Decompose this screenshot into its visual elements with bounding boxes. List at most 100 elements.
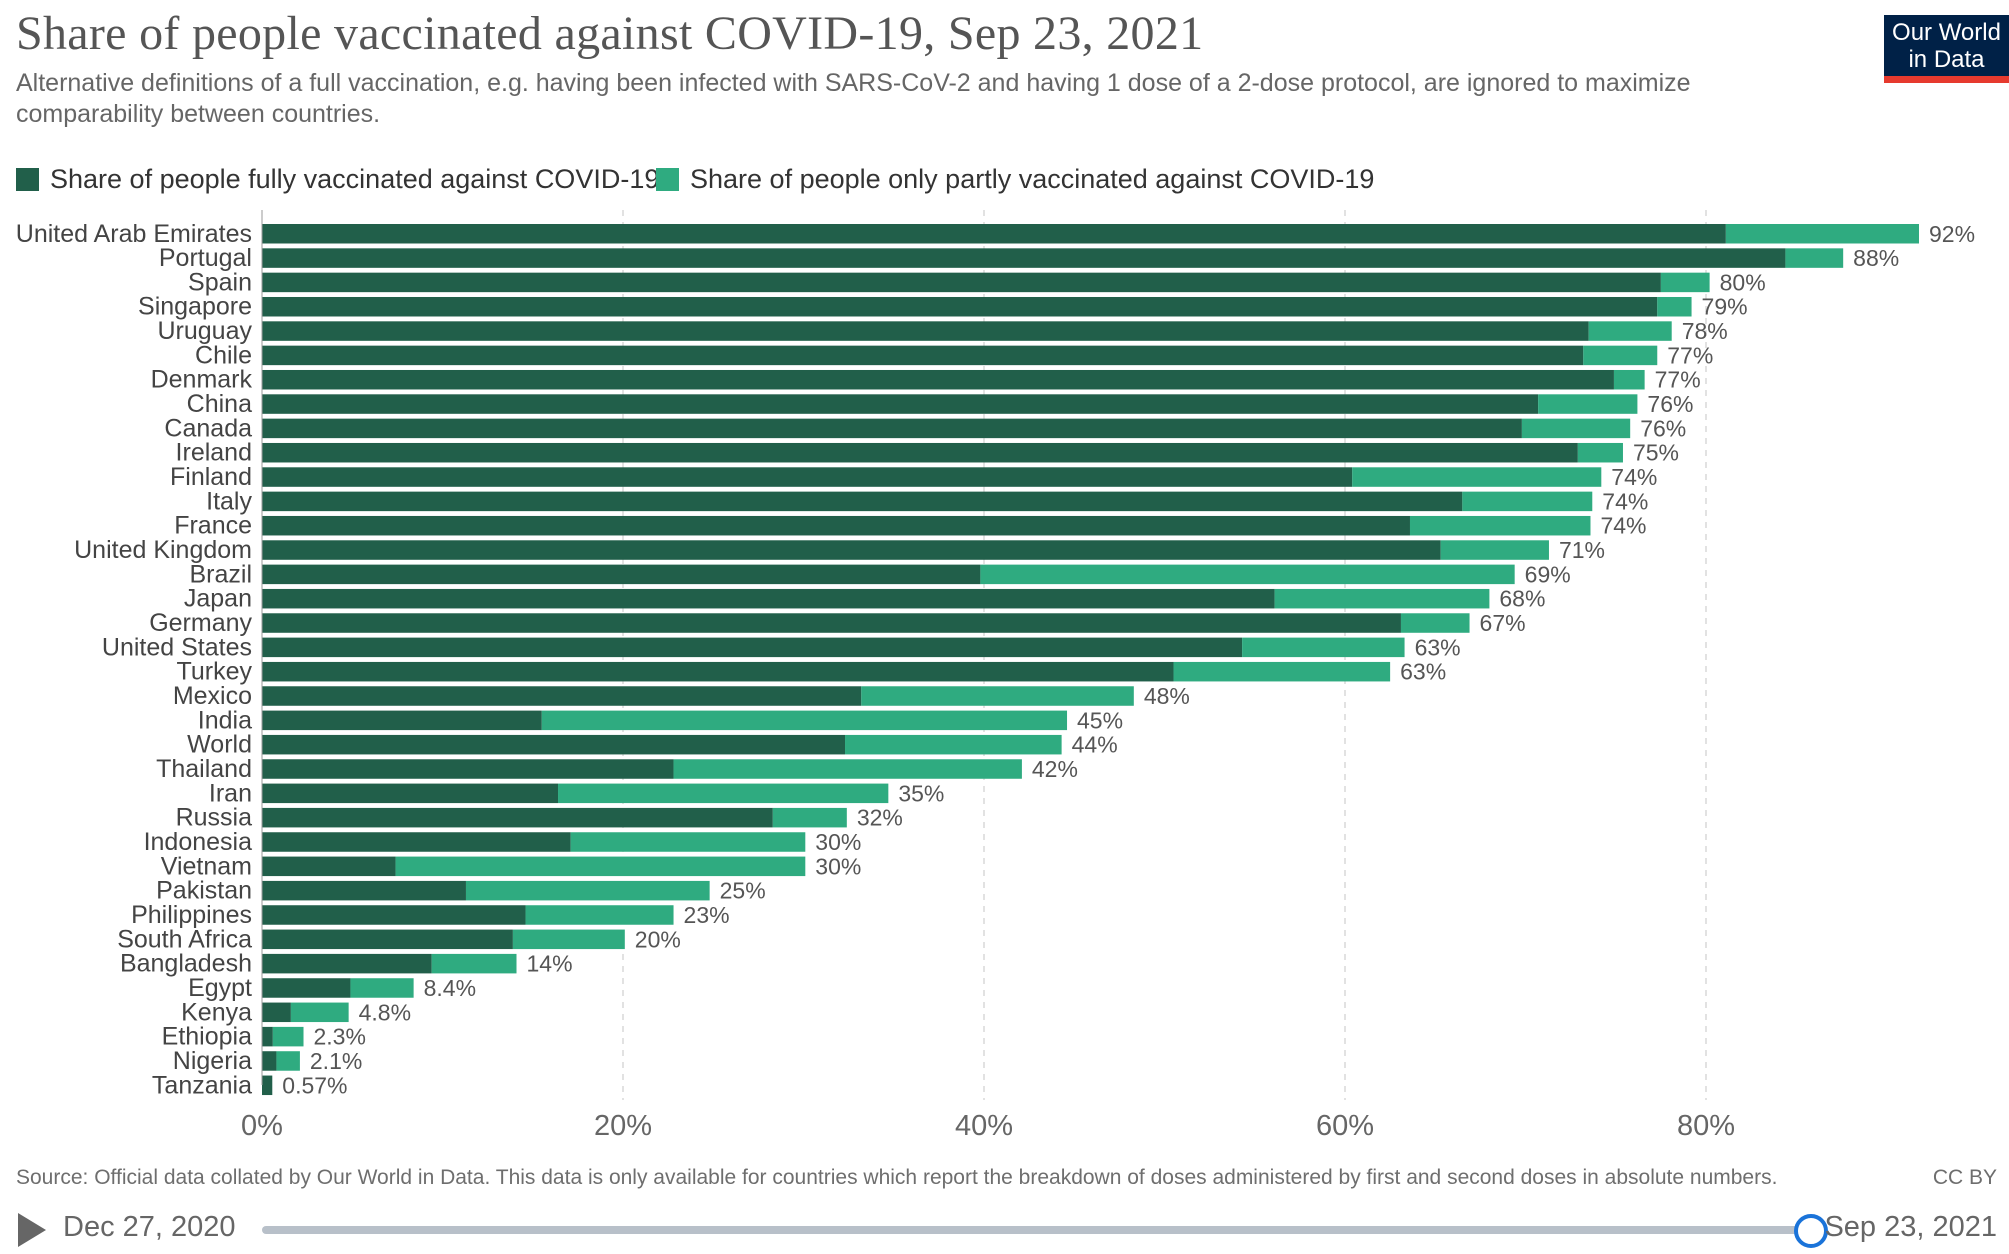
bar-fully-vaccinated: [262, 905, 526, 925]
legend-label-partial: Share of people only partly vaccinated a…: [690, 164, 1375, 194]
data-label: 67%: [1480, 610, 1526, 636]
bar-partly-vaccinated: [1538, 394, 1638, 414]
bar-fully-vaccinated: [262, 710, 542, 731]
category-label: Mexico: [173, 682, 252, 710]
data-label: 8.4%: [424, 975, 476, 1001]
bar-fully-vaccinated: [262, 613, 1401, 633]
timeline-handle[interactable]: [1794, 1214, 1828, 1248]
data-label: 74%: [1600, 513, 1646, 539]
bar-partly-vaccinated: [276, 1051, 300, 1071]
play-icon[interactable]: [18, 1213, 46, 1247]
category-label: United Arab Emirates: [16, 220, 252, 248]
data-label: 35%: [898, 780, 944, 806]
legend-swatch-full: [16, 168, 39, 191]
bar-fully-vaccinated: [262, 296, 1658, 317]
bar-fully-vaccinated: [262, 588, 1275, 609]
bar-fully-vaccinated: [262, 759, 674, 779]
bar-partly-vaccinated: [1242, 637, 1405, 658]
bar-partly-vaccinated: [1173, 661, 1391, 682]
category-label: France: [174, 512, 252, 540]
x-tick-label: 0%: [241, 1110, 283, 1142]
bar-fully-vaccinated: [262, 686, 862, 706]
category-label: Japan: [184, 585, 252, 613]
bar-fully-vaccinated: [262, 637, 1243, 658]
owid-logo[interactable]: Our World in Data: [1884, 15, 2009, 83]
bar-fully-vaccinated: [262, 272, 1661, 293]
bar-fully-vaccinated: [262, 1075, 273, 1096]
bar-fully-vaccinated: [262, 540, 1441, 560]
bar-partly-vaccinated: [1660, 272, 1710, 293]
data-label: 30%: [815, 853, 861, 879]
category-label: Brazil: [189, 560, 252, 588]
bar-partly-vaccinated: [465, 880, 710, 901]
category-label: India: [198, 706, 252, 734]
category-label: Uruguay: [158, 317, 253, 345]
bar-fully-vaccinated: [262, 661, 1174, 682]
category-label: Tanzania: [152, 1071, 252, 1099]
bar-partly-vaccinated: [772, 807, 847, 828]
category-label: Finland: [170, 463, 252, 491]
bar-partly-vaccinated: [350, 978, 414, 998]
legend-item-partial[interactable]: Share of people only partly vaccinated a…: [656, 164, 1374, 195]
category-label: Egypt: [188, 974, 252, 1002]
category-label: South Africa: [117, 925, 252, 953]
bar-fully-vaccinated: [262, 953, 432, 974]
bar-partly-vaccinated: [1440, 540, 1549, 560]
category-label: Russia: [176, 804, 253, 832]
category-label: Vietnam: [161, 852, 252, 880]
bar-fully-vaccinated: [262, 783, 559, 804]
logo-accent-bar: [1884, 76, 2009, 83]
timeline-start-date: Dec 27, 2020: [63, 1211, 236, 1243]
bar-partly-vaccinated: [290, 1002, 349, 1023]
data-label: 63%: [1415, 634, 1461, 660]
bar-partly-vaccinated: [1613, 369, 1645, 390]
data-label: 78%: [1682, 318, 1728, 344]
logo-line-1: Our World: [1892, 19, 2001, 46]
category-label: Denmark: [151, 366, 253, 394]
data-label: 2.1%: [310, 1048, 362, 1074]
data-label: 25%: [720, 878, 766, 904]
bar-fully-vaccinated: [262, 832, 571, 852]
bar-fully-vaccinated: [262, 394, 1539, 414]
category-label: World: [187, 731, 252, 759]
bar-fully-vaccinated: [262, 1051, 277, 1071]
bar-fully-vaccinated: [262, 856, 396, 877]
x-tick-label: 40%: [955, 1110, 1013, 1142]
category-label: United States: [102, 633, 252, 661]
license-link[interactable]: CC BY: [1932, 1166, 1997, 1189]
bar-partly-vaccinated: [1725, 224, 1919, 244]
data-label: 30%: [815, 829, 861, 855]
category-label: Thailand: [156, 755, 252, 783]
bar-fully-vaccinated: [262, 807, 773, 828]
category-label: China: [187, 390, 252, 418]
category-label: Singapore: [138, 293, 252, 321]
category-label: Portugal: [159, 244, 252, 272]
bar-partly-vaccinated: [272, 1026, 304, 1047]
bar-fully-vaccinated: [262, 1002, 291, 1023]
bar-fully-vaccinated: [262, 442, 1578, 463]
category-label: Ethiopia: [162, 1023, 252, 1051]
x-tick-label: 20%: [594, 1110, 652, 1142]
legend-item-full[interactable]: Share of people fully vaccinated against…: [16, 164, 659, 195]
bar-fully-vaccinated: [262, 734, 846, 755]
data-label: 69%: [1525, 561, 1571, 587]
data-label: 23%: [684, 902, 730, 928]
data-label: 20%: [635, 926, 681, 952]
bar-partly-vaccinated: [431, 953, 517, 974]
category-label: Philippines: [131, 901, 252, 929]
category-label: Italy: [206, 487, 252, 515]
bar-partly-vaccinated: [1352, 467, 1602, 487]
source-note: Source: Official data collated by Our Wo…: [16, 1166, 1778, 1189]
bar-fully-vaccinated: [262, 224, 1726, 244]
data-label: 76%: [1640, 415, 1686, 441]
data-label: 75%: [1633, 440, 1679, 466]
data-label: 4.8%: [359, 999, 411, 1025]
legend-swatch-partial: [656, 168, 679, 191]
bar-fully-vaccinated: [262, 929, 513, 950]
category-label: Nigeria: [173, 1047, 252, 1075]
bar-fully-vaccinated: [262, 369, 1614, 390]
bar-partly-vaccinated: [1588, 321, 1672, 341]
legend-label-full: Share of people fully vaccinated against…: [50, 164, 660, 194]
timeline-track[interactable]: [262, 1226, 1808, 1234]
x-tick-label: 80%: [1677, 1110, 1735, 1142]
